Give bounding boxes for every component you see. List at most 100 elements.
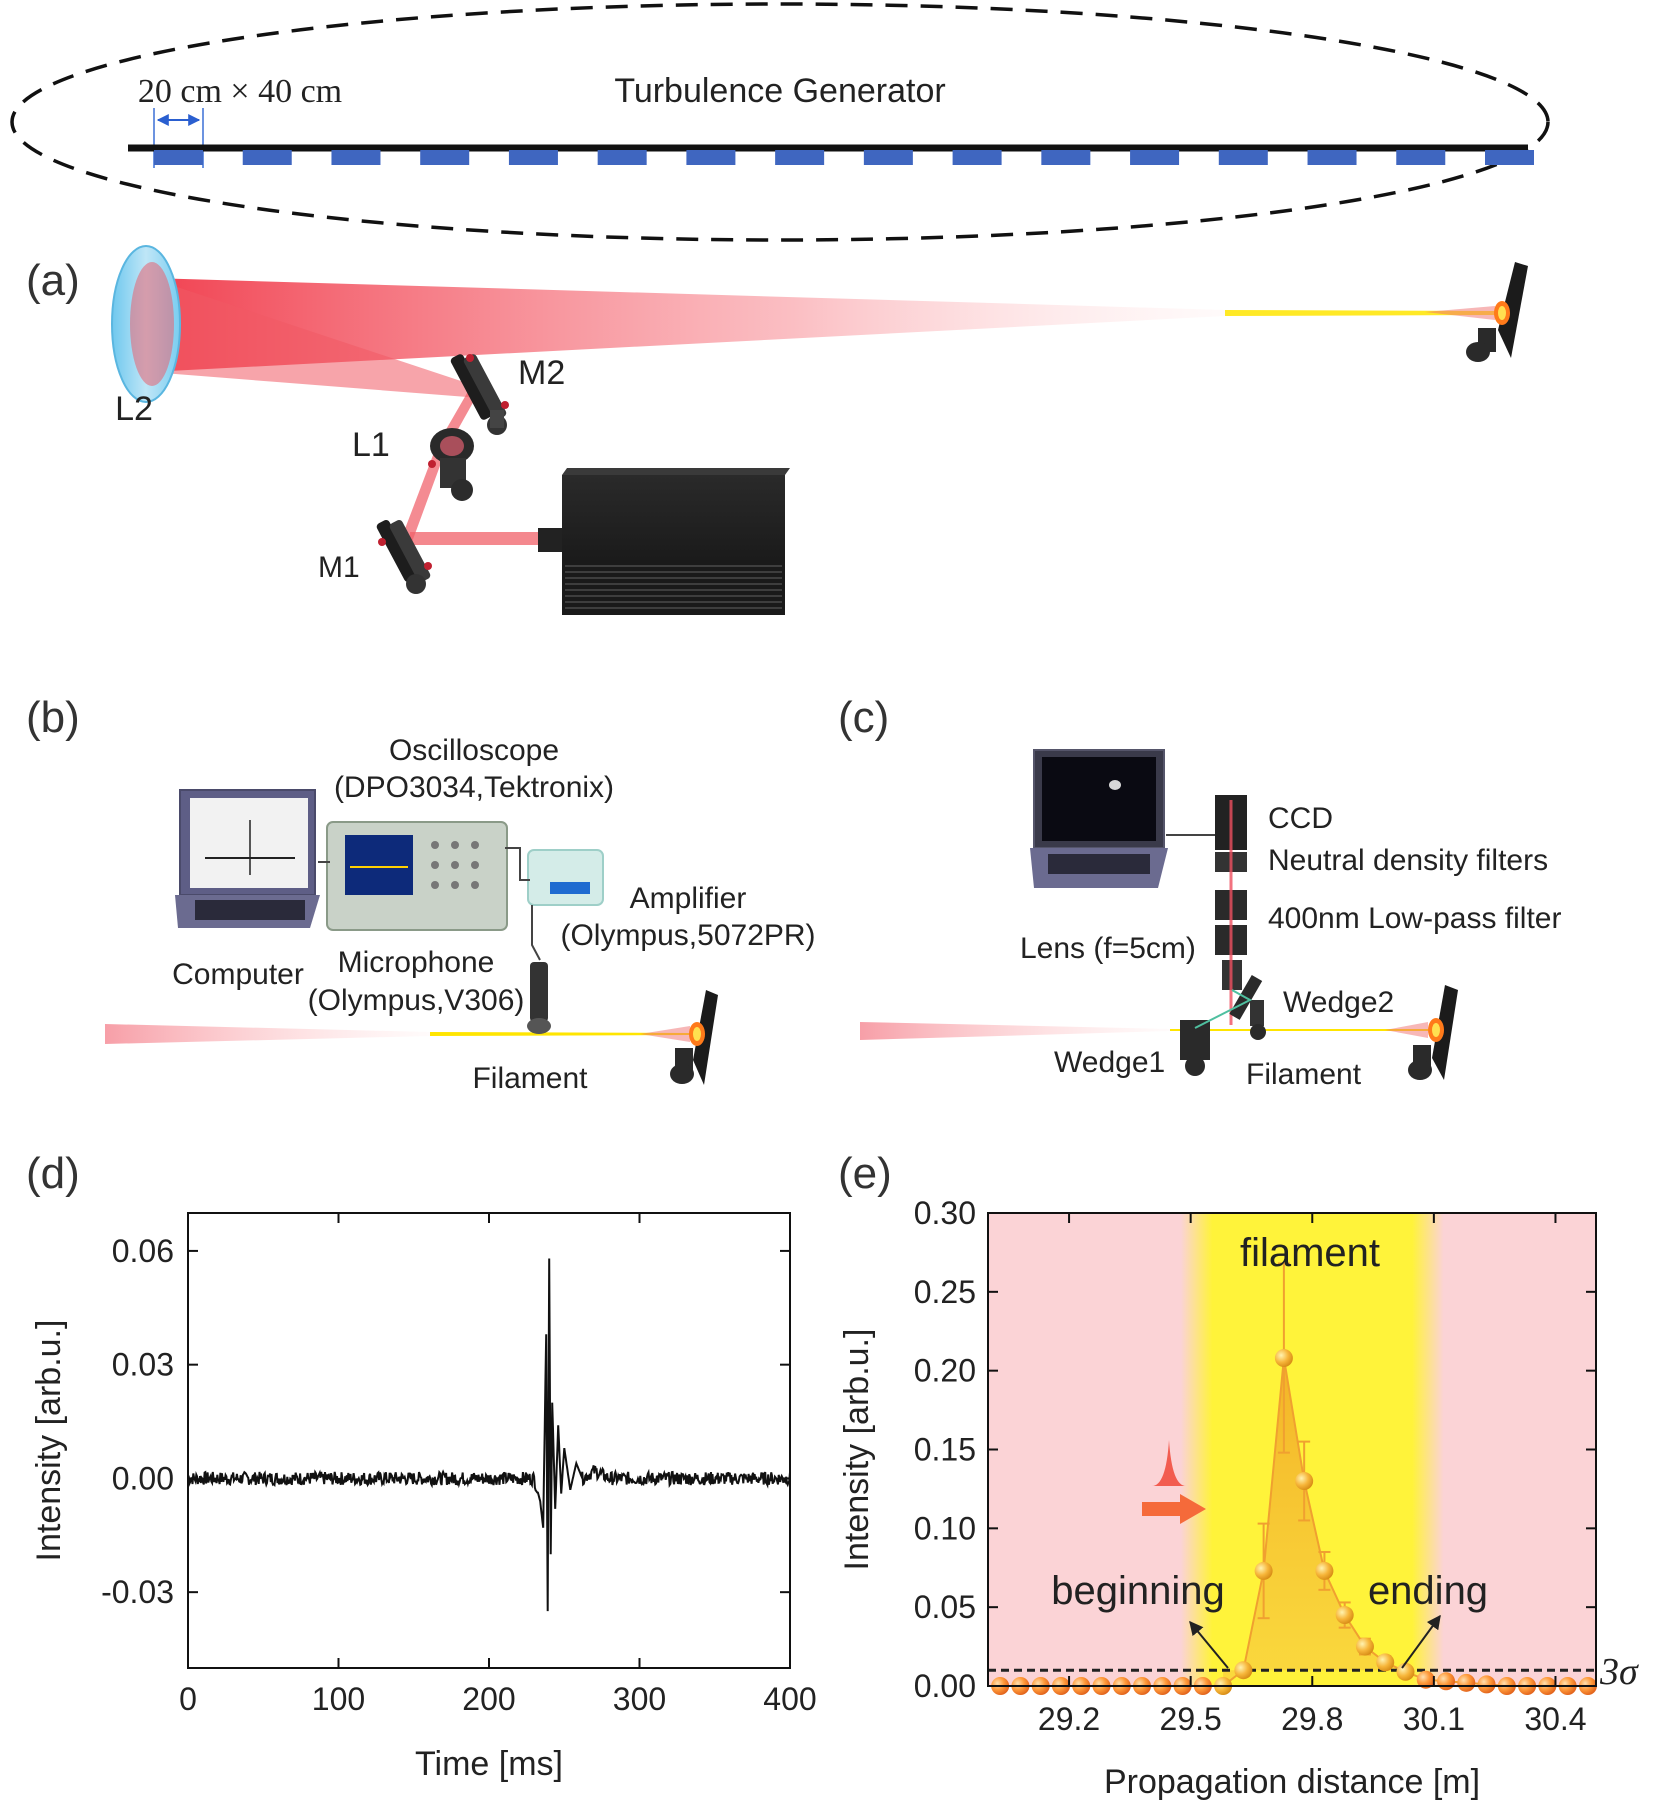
x-tick-label-d: 200: [462, 1681, 515, 1717]
x-tick-label-e: 29.5: [1160, 1701, 1222, 1737]
panel-e: (e) 29.2 29.5 29.8 30.1 30.4 0.00 0.05 0.10 0.15…: [838, 1149, 1639, 1801]
x-tick-label-e: 29.2: [1038, 1701, 1100, 1737]
chart-e: 29.2 29.5 29.8 30.1 30.4 0.00 0.05 0.10 0.15 0.20…: [838, 1195, 1639, 1801]
annotation-filament: filament: [1240, 1231, 1380, 1275]
turbulence-blocks: [154, 150, 1534, 165]
panel-label-c: (c): [838, 693, 889, 742]
label-m1: M1: [318, 551, 360, 584]
x-tick-label-d: 300: [613, 1681, 666, 1717]
cable-scope-amp: [505, 847, 530, 881]
label-m2: M2: [518, 354, 565, 392]
data-point: [1335, 1606, 1354, 1625]
arrow-ending: [1401, 1614, 1441, 1669]
turbulence-block: [420, 150, 470, 165]
data-point: [1355, 1637, 1374, 1656]
x-tick-label-d: 400: [763, 1681, 816, 1717]
data-point: [1477, 1675, 1496, 1694]
target-screen-b: [670, 990, 718, 1085]
y-tick-label-d: -0.03: [101, 1574, 174, 1610]
turbulence-block: [863, 150, 913, 165]
x-tick-label-e: 30.1: [1403, 1701, 1465, 1737]
label-lowpass: 400nm Low-pass filter: [1268, 902, 1561, 935]
label-l2: L2: [115, 390, 153, 428]
label-filament-c: Filament: [1246, 1058, 1362, 1091]
beam-m1-l1: [400, 442, 448, 542]
beam-m2-l2: [150, 278, 480, 398]
pulse-icon: [1152, 1440, 1186, 1486]
filament-b: [430, 1032, 690, 1036]
turbulence-block: [1307, 150, 1357, 165]
series-line-d: [187, 1258, 791, 1612]
detector-stack: [1215, 795, 1247, 1025]
cable-amp-mic: [531, 905, 541, 961]
data-point: [1295, 1472, 1314, 1491]
label-nd-filters: Neutral density filters: [1268, 844, 1548, 877]
panel-b: (b): [26, 693, 816, 1095]
x-axis-label-e: Propagation distance [m]: [1104, 1763, 1480, 1801]
y-tick-label-d: 0.06: [112, 1233, 174, 1269]
turbulence-block: [242, 150, 292, 165]
label-ccd: CCD: [1268, 802, 1333, 835]
main-beam: [150, 278, 1225, 372]
y-tick-label-e: 0.15: [914, 1432, 976, 1468]
label-microphone-model: (Olympus,V306): [308, 984, 525, 1017]
turbulence-block: [1041, 150, 1091, 165]
label-l1: L1: [352, 426, 390, 464]
annotation-ending: ending: [1368, 1569, 1488, 1613]
computer: [175, 789, 320, 928]
panel-c: (c): [838, 693, 1561, 1091]
y-tick-label-e: 0.10: [914, 1510, 976, 1546]
data-point: [1396, 1662, 1415, 1681]
turbulence-block: [1485, 150, 1534, 165]
amplifier: [527, 849, 604, 906]
data-point: [1416, 1670, 1435, 1689]
beam-to-target-a: [1425, 306, 1495, 320]
data-point: [1254, 1561, 1273, 1580]
chart-d: 0 100 200 300 400 0.06 0.03 0.00 -0.03 Time [ms] I…: [30, 1212, 817, 1783]
label-amplifier-model: (Olympus,5072PR): [560, 919, 815, 952]
turbulence-boundary: [10, 2, 1550, 242]
laptop-c: [1030, 749, 1168, 888]
propagation-arrow-shaft: [1142, 1502, 1182, 1516]
beam-c: [860, 1022, 1170, 1040]
turbulence-block: [508, 150, 558, 165]
turbulence-block: [597, 150, 647, 165]
label-computer: Computer: [172, 958, 304, 991]
turbulence-block: [1396, 150, 1446, 165]
mirror-m1: [376, 519, 432, 594]
filament-a: [1225, 310, 1495, 316]
label-oscilloscope: Oscilloscope: [389, 734, 559, 767]
turbulence-generator: Turbulence Generator 20 cm × 40 cm: [10, 2, 1550, 242]
turbulence-title: Turbulence Generator: [614, 72, 945, 110]
x-axis-label-d: Time [ms]: [415, 1745, 563, 1783]
x-tick-label-d: 100: [312, 1681, 365, 1717]
panel-d: (d) 0 100 200 300 400 0.06 0.03 0.00 -0.03 Time […: [26, 1149, 817, 1783]
panel-label-d: (d): [26, 1149, 80, 1198]
data-point: [1315, 1561, 1334, 1580]
x-tick-label-d: 0: [179, 1681, 197, 1717]
turbulence-size-label: 20 cm × 40 cm: [138, 73, 342, 110]
turbulence-block: [952, 150, 1002, 165]
filament-c: [1170, 1029, 1428, 1031]
data-point: [1437, 1672, 1456, 1691]
microphone: [527, 962, 551, 1034]
panel-label-b: (b): [26, 693, 80, 742]
mirror-m2: [450, 354, 509, 435]
threshold-label: 3σ: [1599, 1651, 1639, 1693]
panel-label-a: (a): [26, 256, 80, 305]
label-wedge1: Wedge1: [1054, 1046, 1165, 1079]
y-tick-label-e: 0.25: [914, 1274, 976, 1310]
plot-frame-d: [187, 1212, 791, 1669]
y-tick-label-d: 0.00: [112, 1460, 174, 1496]
turbulence-block: [775, 150, 825, 165]
label-microphone: Microphone: [338, 946, 495, 979]
target-screen-a: [1466, 262, 1528, 362]
beam-wedge-path: [1194, 989, 1253, 1029]
annotation-beginning: beginning: [1051, 1569, 1225, 1613]
data-point: [1376, 1653, 1395, 1672]
data-point: [1274, 1349, 1293, 1368]
laser-source: [538, 468, 790, 615]
beam-l1-m2: [440, 388, 480, 440]
lens-l1: [428, 428, 474, 501]
